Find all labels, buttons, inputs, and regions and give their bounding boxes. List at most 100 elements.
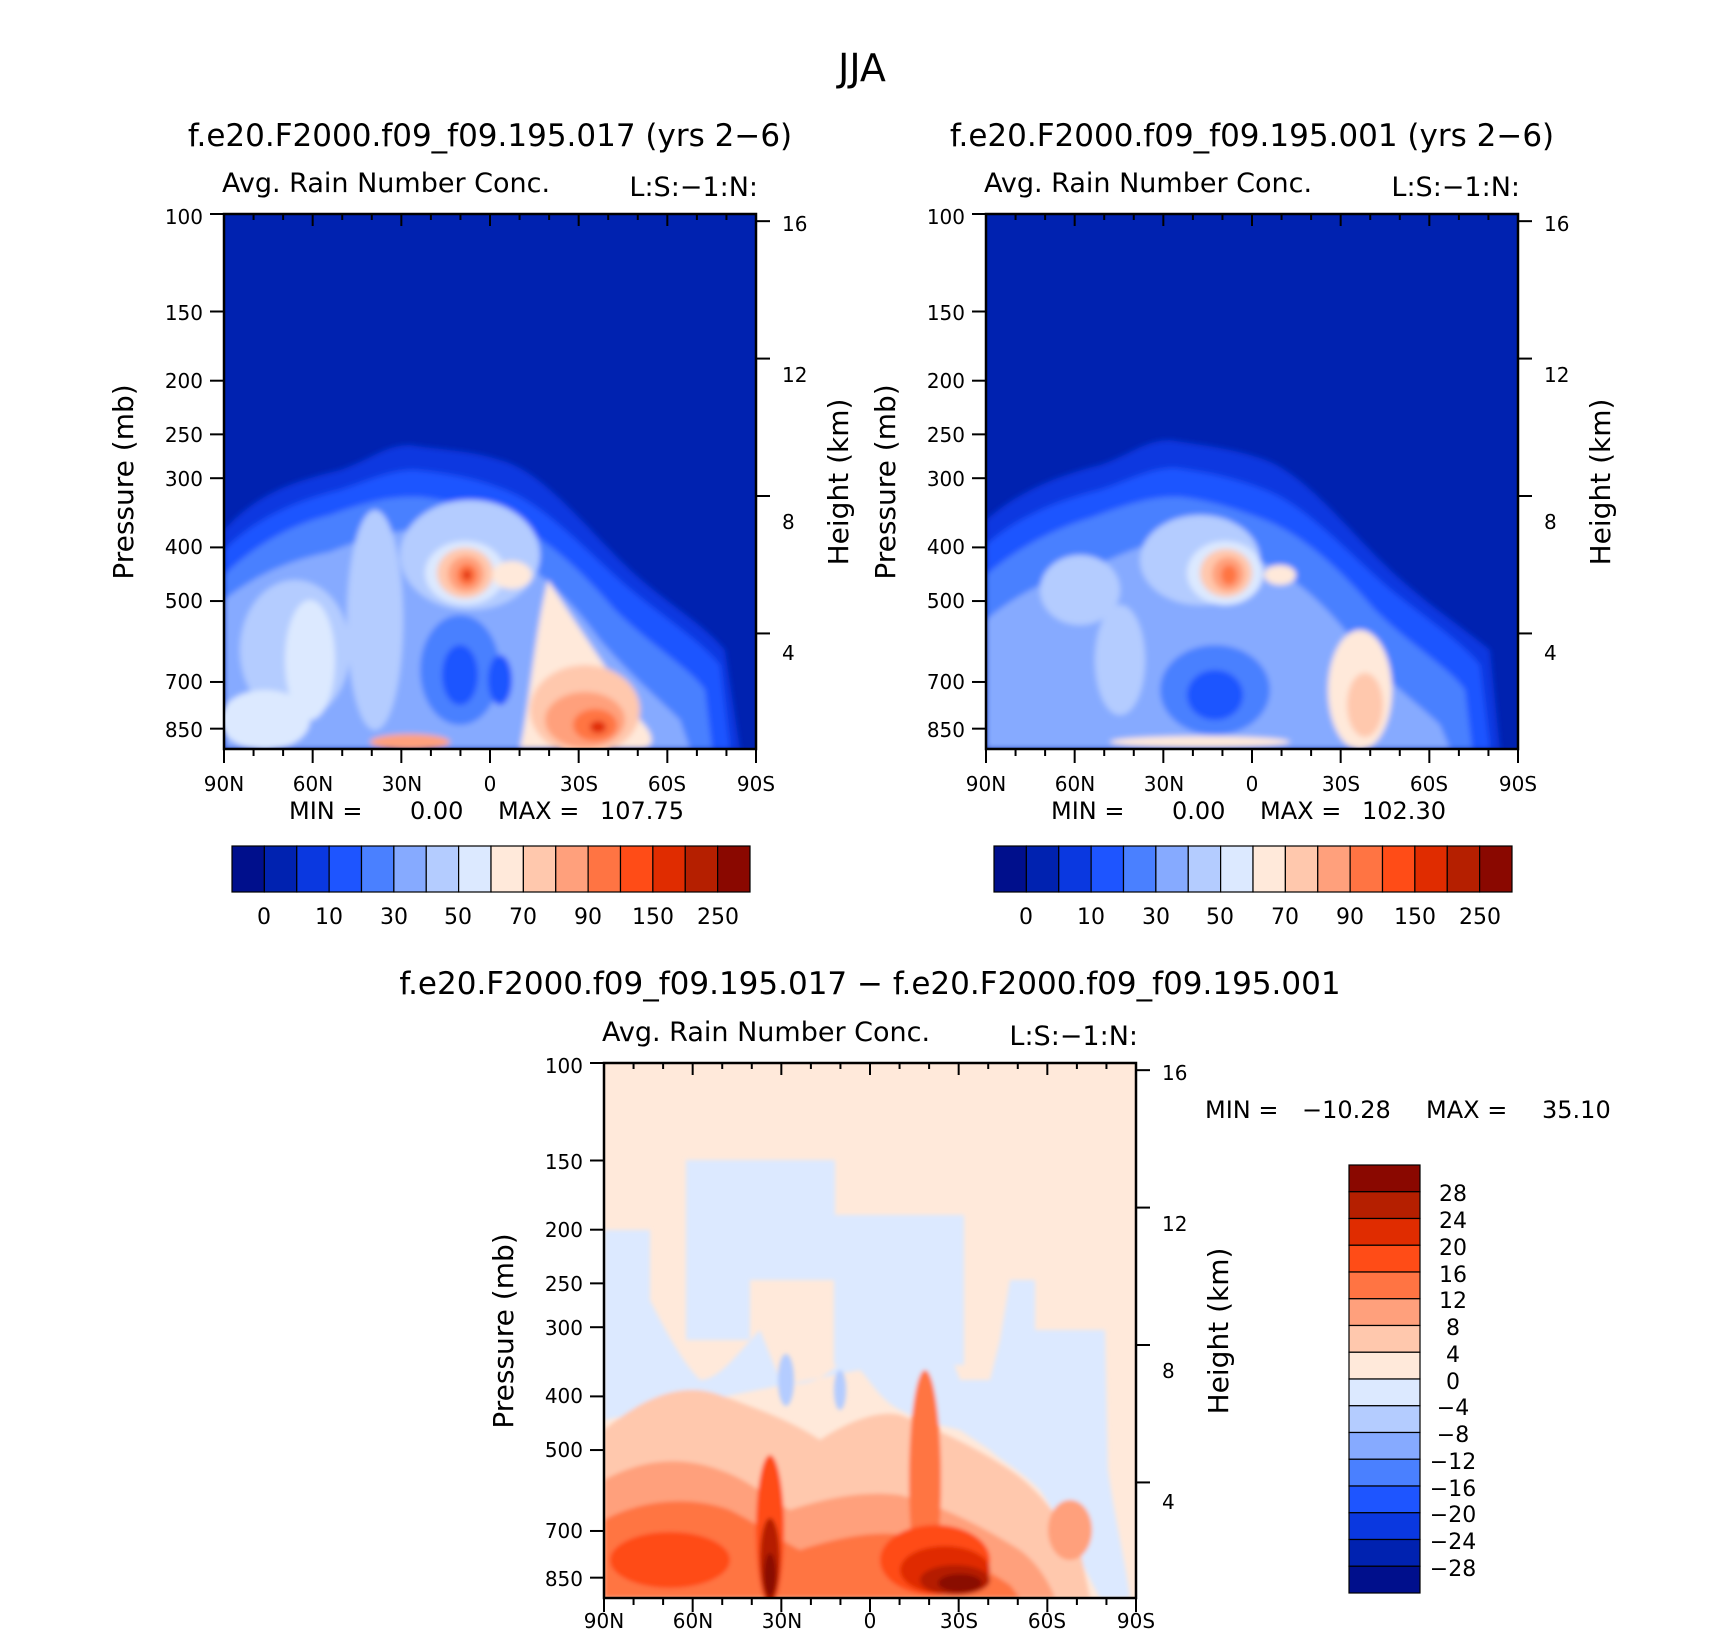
panel-b-subtitle: Avg. Rain Number Conc. [984, 168, 1312, 199]
panel-c-colorbar-label: −24 [1430, 1530, 1476, 1555]
panel-a-colorbar-label: 70 [509, 905, 537, 930]
panel-c-xtick: 90N [584, 1609, 624, 1631]
panel-b-ticks [972, 213, 1532, 763]
panel-a-colorbar-label: 90 [574, 905, 602, 930]
panel-c-colorbar-label: 8 [1446, 1316, 1460, 1341]
colorbar-swatch [1348, 1538, 1421, 1567]
panel-a-colorbar-label: 10 [315, 905, 343, 930]
colorbar-swatch [1348, 1217, 1421, 1246]
colorbar-swatch [1348, 1485, 1421, 1514]
panel-a-colorbar-label: 150 [632, 905, 674, 930]
colorbar-swatch [1348, 1565, 1421, 1594]
panel-c-pos-13 [1048, 1500, 1092, 1560]
panel-b-colorbar-label: 0 [1019, 905, 1033, 930]
panel-c-colorbar-label: −12 [1430, 1450, 1476, 1475]
panel-a-xtick: 60S [648, 772, 686, 796]
colorbar-swatch [1348, 1164, 1421, 1193]
panel-b-patch-1 [1040, 555, 1120, 625]
panel-b-max-value: 102.30 [1362, 797, 1446, 825]
panel-c-ytick: 500 [545, 1438, 583, 1462]
panel-b-xtick: 90S [1499, 772, 1537, 796]
panel-b-ytick-right: 4 [1544, 641, 1557, 665]
panel-c-field [604, 1063, 1136, 1598]
panel-b-colorbar-label: 30 [1142, 905, 1170, 930]
colorbar-swatch [360, 845, 395, 893]
panel-b-warm-1 [1347, 673, 1383, 737]
panel-c-xtick: 30N [762, 1609, 802, 1631]
panel-a-ytick: 250 [165, 423, 203, 447]
colorbar-swatch [328, 845, 363, 893]
panel-a-ytick-right: 8 [782, 510, 795, 534]
panel-a-units: L:S:−1:N: [629, 172, 758, 203]
panel-a-max-value: 107.75 [600, 797, 684, 825]
colorbar-swatch [1348, 1431, 1421, 1460]
colorbar-swatch [1317, 845, 1351, 893]
colorbar-swatch [490, 845, 524, 893]
panel-c-ytick: 300 [545, 1316, 583, 1340]
panel-b-low-2 [1187, 670, 1243, 720]
panel-c-neg-spot-2 [834, 1370, 846, 1410]
colorbar-swatch [522, 845, 557, 893]
panel-c-colorbar-label: −16 [1430, 1477, 1476, 1502]
panel-c-colorbar-label: −8 [1437, 1423, 1469, 1448]
panel-c-subtitle: Avg. Rain Number Conc. [602, 1017, 930, 1048]
panel-a-patch-2 [347, 510, 403, 730]
panel-b-xtick: 30N [1144, 772, 1184, 796]
panel-b-ytick-right: 8 [1544, 510, 1557, 534]
colorbar-swatch [1348, 1378, 1421, 1407]
panel-b-ytick: 250 [927, 423, 965, 447]
panel-c-ylabel: Pressure (mb) [487, 1233, 520, 1428]
panel-c-colorbar-label: 12 [1439, 1289, 1467, 1314]
panel-a-colorbar-label: 250 [697, 905, 739, 930]
panel-b-ytick: 100 [927, 205, 965, 229]
panel-a-xtick: 0 [484, 772, 497, 796]
panel-a-xtick: 90N [204, 772, 244, 796]
colorbar-swatch [1348, 1405, 1421, 1434]
colorbar-swatch [1348, 1458, 1421, 1487]
panel-a-ticks [210, 213, 770, 763]
panel-c-ytick-right: 8 [1162, 1359, 1175, 1383]
panel-a-ylabel: Pressure (mb) [107, 384, 140, 579]
panel-b-ytick: 850 [927, 718, 965, 742]
panel-a-subtitle: Avg. Rain Number Conc. [222, 168, 550, 199]
panel-b-ytick: 500 [927, 589, 965, 613]
colorbar-swatch [296, 845, 330, 893]
panel-c-pos-7 [764, 1553, 776, 1597]
panel-c-xtick: 60N [673, 1609, 713, 1631]
panel-b-units: L:S:−1:N: [1391, 172, 1520, 203]
panel-a-xtick: 30S [560, 772, 598, 796]
panel-b-colorbar-label: 90 [1336, 905, 1364, 930]
panel-c-xtick: 30S [940, 1609, 978, 1631]
panel-b-ytick: 300 [927, 467, 965, 491]
panel-a-ytick: 850 [165, 718, 203, 742]
panel-a-min-value: 0.00 [410, 797, 463, 825]
panel-a-patch-4 [285, 600, 335, 720]
panel-b-xtick: 60N [1055, 772, 1095, 796]
panel-a-min-label: MIN = [289, 797, 362, 825]
panel-c-max-label: MAX = [1426, 1096, 1507, 1124]
panel-c-neg-spot-1 [778, 1354, 794, 1406]
colorbar-swatch [1479, 845, 1513, 893]
colorbar-swatch [1414, 845, 1448, 893]
panel-c-min-label: MIN = [1205, 1096, 1278, 1124]
panel-b-colorbar-label: 10 [1077, 905, 1105, 930]
colorbar-swatch [263, 845, 298, 893]
panel-b-peak-b [1264, 565, 1296, 585]
panel-c-colorbar-label: 16 [1439, 1263, 1467, 1288]
panel-c-pos-12 [938, 1574, 982, 1592]
panel-a-field [224, 214, 756, 749]
panel-a-ytick-right: 16 [782, 212, 807, 236]
colorbar-swatch [619, 845, 654, 893]
colorbar-swatch [425, 845, 460, 893]
panel-c-colorbar [1348, 1164, 1421, 1594]
panel-b-colorbar-label: 150 [1394, 905, 1436, 930]
panel-c-units: L:S:−1:N: [1009, 1021, 1138, 1052]
panel-c-ytick: 150 [545, 1150, 583, 1174]
colorbar-swatch [1187, 845, 1222, 893]
panel-b-title: f.e20.F2000.f09_f09.195.001 (yrs 2−6) [950, 118, 1554, 154]
colorbar-swatch [1220, 845, 1254, 893]
panel-c-colorbar-label: 20 [1439, 1236, 1467, 1261]
panel-b-xtick: 60S [1410, 772, 1448, 796]
panel-b: f.e20.F2000.f09_f09.195.001 (yrs 2−6) Av… [869, 118, 1617, 930]
panel-b-ytick: 200 [927, 369, 965, 393]
